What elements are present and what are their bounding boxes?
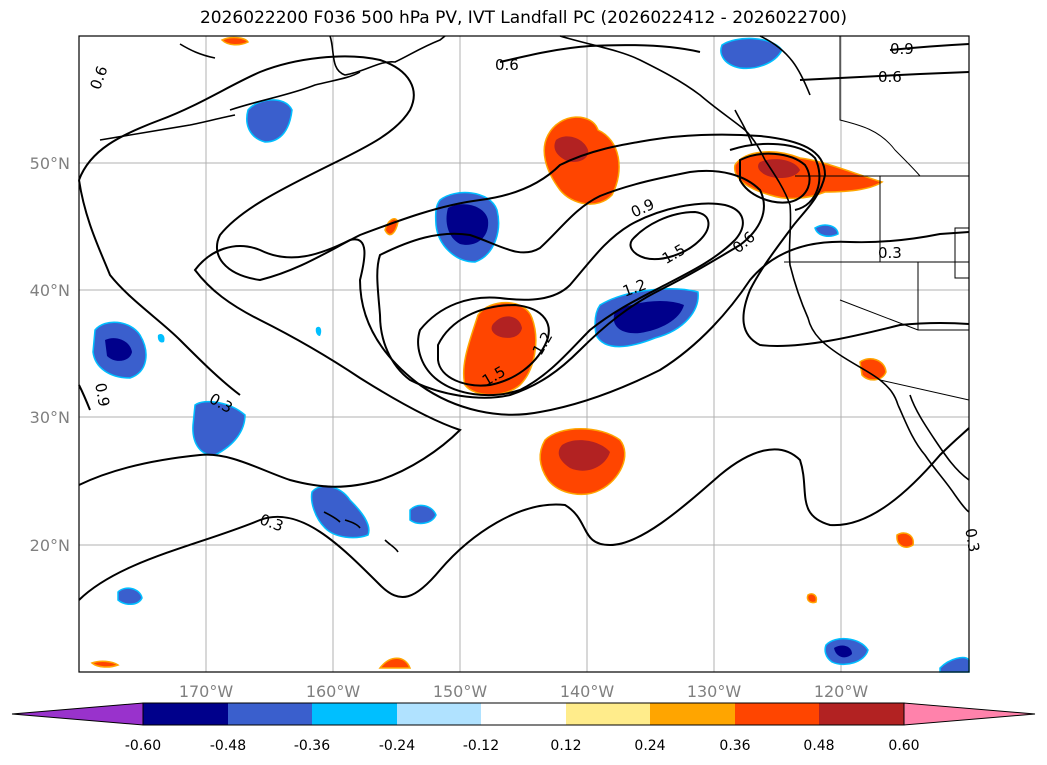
contour-label: 0.9 [91,382,113,409]
contour-0.6 [799,71,970,81]
positive-anomaly-core [558,440,610,471]
colorbar: -0.60 -0.48 -0.36 -0.24 -0.12 0.12 0.24 … [11,702,1036,754]
lon-tick-label: 160°W [306,682,361,701]
pv-anomaly-shading [90,36,970,673]
contour-1.5 [739,152,811,204]
map-frame [78,35,970,673]
colorbar-segment [228,703,312,725]
pv-contours [78,43,970,601]
lon-tick-label: 170°W [179,682,234,701]
colorbar-tick-label: 0.48 [803,738,834,754]
colorbar-tick-label: -0.12 [463,738,499,754]
negative-anomaly-core [834,645,852,658]
contour-0.9 [889,43,970,51]
colorbar-segment [735,703,819,725]
lat-tick-label: 20°N [30,536,70,555]
contour-1.5 [437,303,550,387]
negative-anomaly-region [246,99,293,143]
contour-0.3 [78,427,970,601]
colorbar-segment [397,703,481,725]
colorbar-tick-label: -0.60 [125,738,161,754]
lat-tick-label: 40°N [30,281,70,300]
positive-anomaly-region [859,358,887,381]
colorbar-segment [819,703,904,725]
negative-anomaly-region [814,224,839,237]
positive-anomaly-region [378,657,412,669]
contour-1.2 [417,202,744,397]
contour-0.9 [78,384,91,411]
lon-tick-label: 140°W [560,682,615,701]
chart-title: 2026022200 F036 500 hPa PV, IVT Landfall… [199,8,847,28]
negative-anomaly-region [117,587,143,605]
negative-anomaly-region [409,504,437,525]
colorbar-tick-label: -0.36 [294,738,330,754]
lat-tick-label: 50°N [30,154,70,173]
negative-anomaly-region [720,37,783,70]
colorbar-extend-low [11,702,144,726]
colorbar-tick-label: 0.12 [550,738,581,754]
contour-0.6 [78,55,970,347]
colorbar-segment [143,703,228,725]
colorbar-tick-label: 0.60 [888,738,919,754]
lat-tick-label: 30°N [30,408,70,427]
contour-label: 0.9 [890,40,914,58]
colorbar-tick-label: -0.48 [210,738,246,754]
negative-anomaly-region [310,485,370,539]
lon-tick-labels: 170°W 160°W 150°W 140°W 130°W 120°W [179,682,869,701]
positive-anomaly-core [758,159,800,178]
colorbar-tick-label: -0.24 [379,738,415,754]
contour-label: 0.3 [878,244,902,262]
positive-anomaly-region [90,660,120,668]
contour-0.6 [499,44,701,63]
contour-1.5 [629,210,710,260]
contour-label: 0.6 [878,68,902,86]
colorbar-tick-label: 0.36 [719,738,750,754]
lat-tick-labels: 50°N 40°N 30°N 20°N [30,154,70,555]
lon-tick-label: 130°W [687,682,742,701]
contour-1.2 [729,142,821,211]
contour-0.3 [78,231,970,488]
contour-0.9 [376,169,765,399]
positive-anomaly-region [806,593,818,604]
lon-tick-label: 150°W [433,682,488,701]
colorbar-segment [481,703,566,725]
positive-anomaly-region [220,36,250,46]
contour-0.6 [78,179,241,396]
colorbar-segment [650,703,735,725]
negative-anomaly-core [613,300,684,334]
colorbar-extend-high [903,702,1036,726]
negative-anomaly-region [315,326,322,336]
contour-label: 0.6 [495,56,519,74]
positive-anomaly-core [491,316,522,338]
colorbar-segment [312,703,397,725]
lon-tick-label: 120°W [814,682,869,701]
colorbar-tick-label: 0.24 [634,738,665,754]
negative-anomaly-region [192,400,246,456]
contour-label: 0.3 [961,527,983,554]
negative-anomaly-region [157,333,165,343]
colorbar-segment [566,703,650,725]
positive-anomaly-region [896,532,914,548]
negative-anomaly-core [105,338,132,361]
